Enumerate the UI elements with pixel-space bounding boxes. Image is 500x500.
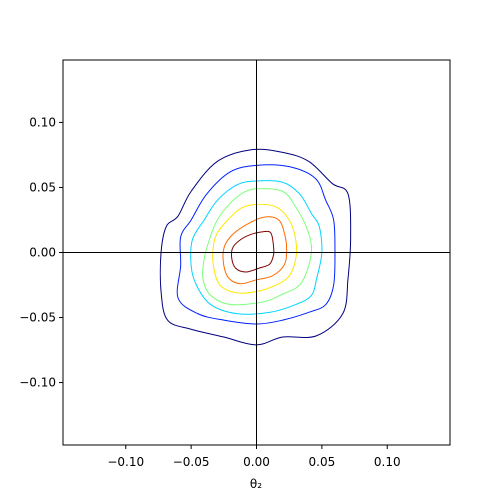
contour-level-7 [230,230,275,273]
x-axis: −0.10 −0.05 0.00 0.05 0.10 [107,445,401,469]
y-tick-label: 0.00 [29,246,56,260]
contour-level-6 [222,216,288,285]
contour-level-3 [190,180,323,315]
contour-level-5 [212,203,298,294]
x-tick-label: −0.05 [173,455,210,469]
y-tick-label: 0.05 [29,180,56,194]
contour-level-2 [176,164,336,325]
x-tick-label: 0.00 [243,455,270,469]
x-axis-label: θ₂ [250,477,262,491]
y-tick-label: −0.05 [19,311,56,325]
x-tick-label: 0.10 [374,455,401,469]
y-tick-label: 0.10 [29,115,56,129]
y-axis: −0.10 −0.05 0.00 0.05 0.10 [19,115,63,390]
contour-lines [159,148,352,346]
reference-lines [63,60,450,445]
contour-level-4 [201,188,313,306]
x-tick-label: 0.05 [309,455,336,469]
x-tick-label: −0.10 [107,455,144,469]
y-tick-label: −0.10 [19,376,56,390]
